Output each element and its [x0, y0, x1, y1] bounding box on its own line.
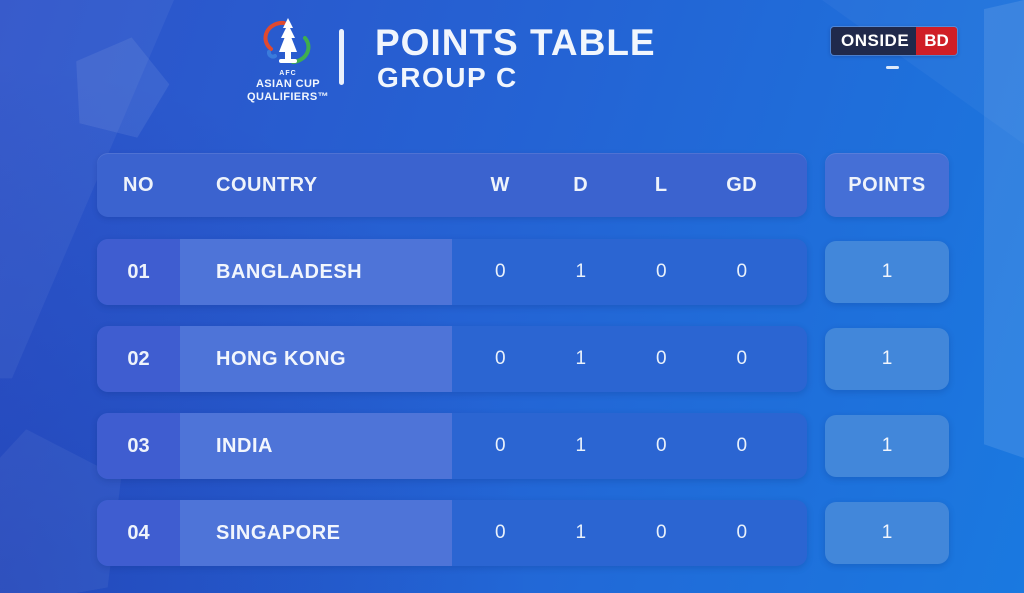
stat-gd: 0 [736, 261, 748, 282]
page-title: POINTS TABLE [375, 22, 656, 63]
trophy-icon [263, 18, 311, 64]
afc-logo-line2: ASIAN CUP [255, 78, 321, 90]
stat-w: 0 [494, 435, 506, 456]
header-country: COUNTRY [216, 173, 318, 196]
header-stats: W D L GD [452, 174, 807, 197]
group-subtitle: GROUP C [377, 62, 518, 93]
stat-gd: 0 [736, 435, 748, 456]
table-row: 03 INDIA 0 1 0 0 [97, 413, 807, 479]
row-stats: 0 1 0 0 [452, 500, 807, 566]
afc-logo-line1: AFC [279, 70, 297, 77]
onside-bd-logo: ONSIDE BD [831, 27, 957, 55]
country-name: INDIA [180, 413, 452, 479]
header-divider [339, 29, 344, 85]
row-number: 01 [97, 239, 180, 305]
table-row: 02 HONG KONG 0 1 0 0 [97, 326, 807, 392]
stat-d: 1 [575, 348, 587, 369]
brand-underscore [886, 66, 899, 69]
background-pentagon [62, 26, 178, 142]
stat-gd: 0 [736, 348, 748, 369]
points-value: 1 [825, 502, 949, 564]
afc-logo-line3: QUALIFIERS™ [246, 91, 329, 103]
row-stats: 0 1 0 0 [452, 239, 807, 305]
points-value: 1 [825, 328, 949, 390]
brand-name-left: ONSIDE [831, 27, 917, 55]
country-name: SINGAPORE [180, 500, 452, 566]
table-row: 01 BANGLADESH 0 1 0 0 [97, 239, 807, 305]
stat-l: 0 [655, 261, 667, 282]
row-stats: 0 1 0 0 [452, 413, 807, 479]
header-no: NO [123, 173, 154, 196]
country-name: BANGLADESH [180, 239, 452, 305]
points-value: 1 [825, 415, 949, 477]
stat-l: 0 [655, 348, 667, 369]
background-band [984, 0, 1024, 458]
brand-name-right: BD [916, 27, 957, 55]
header-w: W [490, 173, 510, 196]
country-name: HONG KONG [180, 326, 452, 392]
table-header-row: NO COUNTRY W D L GD [97, 153, 807, 217]
stat-l: 0 [655, 522, 667, 543]
stat-w: 0 [494, 348, 506, 369]
row-stats: 0 1 0 0 [452, 326, 807, 392]
stat-w: 0 [494, 522, 506, 543]
row-number: 04 [97, 500, 180, 566]
header-gd: GD [726, 173, 758, 196]
header-l: L [654, 173, 668, 196]
stat-d: 1 [575, 435, 587, 456]
stat-d: 1 [575, 522, 587, 543]
row-number: 03 [97, 413, 180, 479]
row-number: 02 [97, 326, 180, 392]
stat-gd: 0 [736, 522, 748, 543]
header-d: D [573, 173, 589, 196]
table-row: 04 SINGAPORE 0 1 0 0 [97, 500, 807, 566]
stat-l: 0 [655, 435, 667, 456]
stat-d: 1 [575, 261, 587, 282]
afc-asian-cup-logo: AFC ASIAN CUP QUALIFIERS™ [238, 16, 338, 104]
header-points: POINTS [825, 153, 949, 217]
points-value: 1 [825, 241, 949, 303]
stat-w: 0 [494, 261, 506, 282]
